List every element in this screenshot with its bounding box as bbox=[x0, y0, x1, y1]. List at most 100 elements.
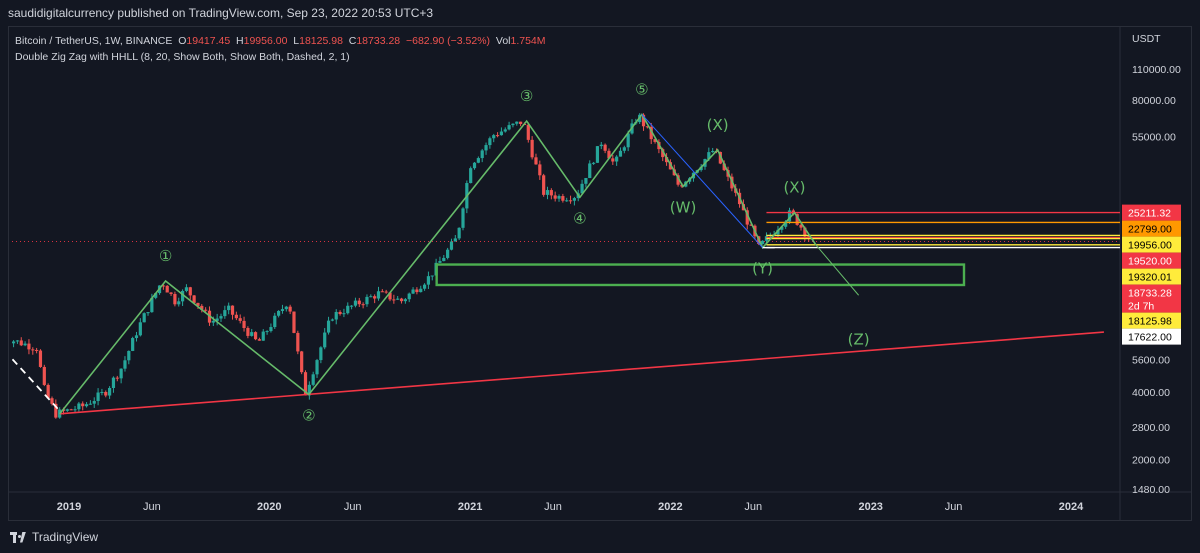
close-label: C bbox=[348, 35, 357, 47]
candle-body bbox=[545, 190, 550, 195]
symbol-title: Bitcoin / TetherUS, 1W, BINANCE bbox=[15, 35, 173, 47]
y-tick-label: 2000.00 bbox=[1132, 455, 1170, 467]
candle-body bbox=[568, 200, 573, 202]
candle-body bbox=[526, 124, 530, 140]
price-level-tag-label: 19956.00 bbox=[1128, 240, 1172, 252]
candle-body bbox=[230, 305, 235, 315]
price-level-tag-label: 22799.00 bbox=[1128, 224, 1172, 236]
candle-body bbox=[219, 316, 223, 319]
candle-body bbox=[411, 289, 415, 294]
candle-body bbox=[292, 311, 296, 333]
candle-body bbox=[761, 240, 765, 245]
corrective-label-3: (X) bbox=[783, 179, 805, 197]
candle-body bbox=[31, 349, 35, 351]
candle-body bbox=[603, 144, 607, 151]
wave-label-3: ③ bbox=[520, 87, 533, 105]
price-level-tag-bg bbox=[1122, 328, 1181, 345]
indicator-line[interactable]: Double Zig Zag with HHLL (8, 20, Show Bo… bbox=[15, 51, 350, 63]
candle-body bbox=[342, 313, 346, 315]
tradingview-logo[interactable]: TradingView bbox=[10, 530, 98, 544]
candle-body bbox=[177, 301, 181, 305]
candle-body bbox=[323, 332, 327, 348]
price-level-tag: 18125.98 bbox=[1122, 312, 1181, 329]
candle-body bbox=[134, 335, 139, 339]
candle-body bbox=[611, 158, 615, 162]
volume-value: 1.754M bbox=[510, 35, 546, 47]
price-level-tag: 19520.00 bbox=[1122, 252, 1181, 269]
candle-body bbox=[196, 302, 200, 306]
x-tick-label: Jun bbox=[143, 501, 161, 513]
candle-body bbox=[446, 249, 450, 258]
countdown-label: 2d 7h bbox=[1128, 301, 1154, 313]
y-tick-label: 4000.00 bbox=[1132, 387, 1170, 399]
x-tick-label: 2024 bbox=[1059, 501, 1084, 513]
candle-body bbox=[503, 129, 507, 132]
candle-body bbox=[84, 404, 89, 407]
candle-body bbox=[50, 398, 54, 404]
candle-body bbox=[315, 360, 319, 375]
wave-label-5: ⑤ bbox=[635, 80, 648, 98]
candle-body bbox=[653, 139, 657, 142]
price-level-tag-bg bbox=[1122, 204, 1181, 221]
candle-body bbox=[73, 409, 77, 411]
candle-body bbox=[488, 138, 492, 146]
candle-body bbox=[572, 198, 576, 201]
y-tick-label: 80000.00 bbox=[1132, 95, 1176, 107]
candle-body bbox=[146, 312, 150, 314]
candle-body bbox=[273, 315, 277, 328]
x-tick-label: Jun bbox=[344, 501, 362, 513]
candle-body bbox=[499, 131, 504, 136]
candle-body bbox=[492, 135, 496, 139]
candle-body bbox=[580, 183, 584, 194]
candle-body bbox=[542, 175, 546, 195]
candle-body bbox=[0, 336, 3, 337]
candle-body bbox=[81, 403, 85, 407]
candle-body bbox=[119, 368, 123, 379]
candle-body bbox=[515, 121, 519, 124]
price-level-tag-bg bbox=[1122, 312, 1181, 329]
tradingview-logo-icon bbox=[10, 531, 26, 543]
candle-body bbox=[472, 162, 477, 169]
price-level-tag-label: 25211.32 bbox=[1128, 208, 1171, 220]
candle-body bbox=[373, 296, 377, 299]
candle-body bbox=[326, 320, 331, 333]
candle-body bbox=[357, 300, 361, 305]
price-level-tag: 25211.32 bbox=[1122, 204, 1181, 221]
candle-body bbox=[438, 261, 442, 263]
candle-body bbox=[288, 306, 292, 312]
x-tick-label: Jun bbox=[744, 501, 762, 513]
low-value: 18125.98 bbox=[299, 35, 343, 47]
wave-label-2: ② bbox=[302, 407, 315, 425]
candle-body bbox=[253, 332, 258, 340]
footer-bar bbox=[0, 521, 1200, 553]
candle-body bbox=[215, 318, 219, 321]
candle-body bbox=[46, 384, 50, 399]
candle-body bbox=[269, 327, 273, 332]
x-tick-label: 2019 bbox=[57, 501, 81, 513]
candle-body bbox=[549, 190, 553, 196]
candle-body bbox=[457, 227, 461, 239]
price-level-tag-bg bbox=[1122, 220, 1181, 237]
chart-legend: Bitcoin / TetherUS, 1W, BINANCE O19417.4… bbox=[15, 33, 546, 65]
published-header: saudidigitalcurrency published on Tradin… bbox=[0, 0, 1200, 26]
chart-pane[interactable] bbox=[8, 26, 1192, 521]
wave-label-4: ④ bbox=[573, 209, 586, 227]
high-label: H bbox=[236, 35, 244, 47]
candle-body bbox=[795, 214, 799, 225]
candle-body bbox=[588, 163, 592, 179]
candle-body bbox=[127, 350, 131, 361]
candle-body bbox=[476, 158, 480, 163]
candle-body bbox=[223, 310, 227, 317]
candle-body bbox=[200, 305, 204, 310]
candle-body bbox=[453, 238, 457, 242]
candle-body bbox=[591, 162, 596, 164]
price-level-tag: 22799.00 bbox=[1122, 220, 1181, 237]
candle-body bbox=[303, 372, 308, 396]
close-value: 18733.28 bbox=[356, 35, 401, 47]
candle-body bbox=[284, 306, 288, 310]
candle-body bbox=[565, 200, 569, 202]
candle-body bbox=[211, 320, 215, 323]
candle-body bbox=[641, 114, 646, 127]
